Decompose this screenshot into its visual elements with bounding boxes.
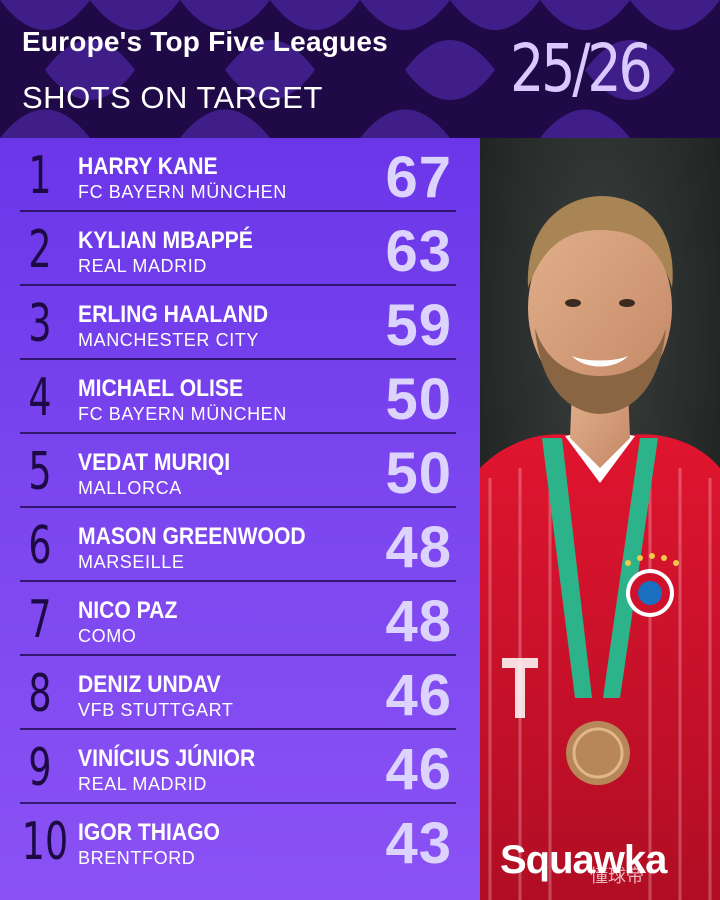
season-label: 25/26	[510, 30, 653, 107]
club-name: FC BAYERN MÜNCHEN	[78, 404, 287, 424]
rank-number: 10	[21, 812, 69, 872]
player-photo	[480, 138, 720, 900]
club-name: MARSEILLE	[78, 552, 185, 572]
club-name: COMO	[78, 626, 137, 646]
player-name: IGOR THIAGO	[78, 819, 220, 846]
table-row: 7 NICO PAZ COMO 48	[0, 582, 480, 656]
rank-number: 4	[28, 368, 52, 428]
rank-number: 6	[28, 516, 52, 576]
shots-value: 67	[385, 145, 452, 210]
player-name: ERLING HAALAND	[78, 301, 269, 328]
player-name: MASON GREENWOOD	[78, 523, 306, 550]
table-row: 8 DENIZ UNDAV VFB STUTTGART 46	[0, 656, 480, 730]
header-banner: Europe's Top Five Leagues SHOTS ON TARGE…	[0, 0, 720, 138]
club-name: VFB STUTTGART	[78, 700, 234, 720]
table-row: 10 IGOR THIAGO BRENTFORD 43	[0, 804, 480, 878]
row-divider	[20, 432, 456, 434]
table-row: 2 KYLIAN MBAPPÉ REAL MADRID 63	[0, 212, 480, 286]
club-name: REAL MADRID	[78, 256, 207, 276]
shots-value: 46	[385, 737, 452, 802]
rank-number: 7	[28, 590, 52, 650]
player-name: DENIZ UNDAV	[78, 671, 221, 698]
rank-number: 2	[28, 220, 52, 280]
rank-number: 3	[28, 294, 52, 354]
table-row: 6 MASON GREENWOOD MARSEILLE 48	[0, 508, 480, 582]
player-name: VEDAT MURIQI	[78, 449, 231, 476]
page-title: Europe's Top Five Leagues	[22, 26, 388, 57]
club-name: BRENTFORD	[78, 848, 196, 868]
row-divider	[20, 654, 456, 656]
row-divider	[20, 210, 456, 212]
club-name: MANCHESTER CITY	[78, 330, 260, 350]
row-divider	[20, 802, 456, 804]
player-name: NICO PAZ	[78, 597, 178, 624]
shots-value: 43	[385, 811, 452, 876]
shots-value: 48	[385, 589, 452, 654]
rank-number: 9	[28, 738, 52, 798]
row-divider	[20, 506, 456, 508]
player-name: HARRY KANE	[78, 153, 218, 180]
player-name: MICHAEL OLISE	[78, 375, 244, 402]
row-divider	[20, 358, 456, 360]
rank-number: 5	[28, 442, 52, 502]
shots-value: 63	[385, 219, 452, 284]
shots-value: 50	[385, 367, 452, 432]
header-pattern	[0, 0, 720, 138]
shots-value: 50	[385, 441, 452, 506]
row-divider	[20, 284, 456, 286]
player-name: KYLIAN MBAPPÉ	[78, 227, 253, 254]
shots-value: 59	[385, 293, 452, 358]
brand-logo: Squawka	[500, 838, 667, 882]
row-divider	[20, 728, 456, 730]
rank-number: 8	[28, 664, 52, 724]
club-name: REAL MADRID	[78, 774, 207, 794]
table-row: 3 ERLING HAALAND MANCHESTER CITY 59	[0, 286, 480, 360]
player-name: VINÍCIUS JÚNIOR	[78, 745, 256, 772]
row-divider	[20, 580, 456, 582]
club-name: FC BAYERN MÜNCHEN	[78, 182, 287, 202]
page-subtitle: SHOTS ON TARGET	[22, 80, 323, 115]
table-row: 4 MICHAEL OLISE FC BAYERN MÜNCHEN 50	[0, 360, 480, 434]
rank-number: 1	[28, 146, 52, 206]
shots-value: 48	[385, 515, 452, 580]
shots-value: 46	[385, 663, 452, 728]
table-row: 5 VEDAT MURIQI MALLORCA 50	[0, 434, 480, 508]
club-name: MALLORCA	[78, 478, 182, 498]
table-row: 9 VINÍCIUS JÚNIOR REAL MADRID 46	[0, 730, 480, 804]
watermark: 懂球帝	[590, 866, 644, 886]
ranking-list: 1 HARRY KANE FC BAYERN MÜNCHEN 67 2 KYLI…	[0, 138, 480, 900]
table-row: 1 HARRY KANE FC BAYERN MÜNCHEN 67	[0, 138, 480, 212]
